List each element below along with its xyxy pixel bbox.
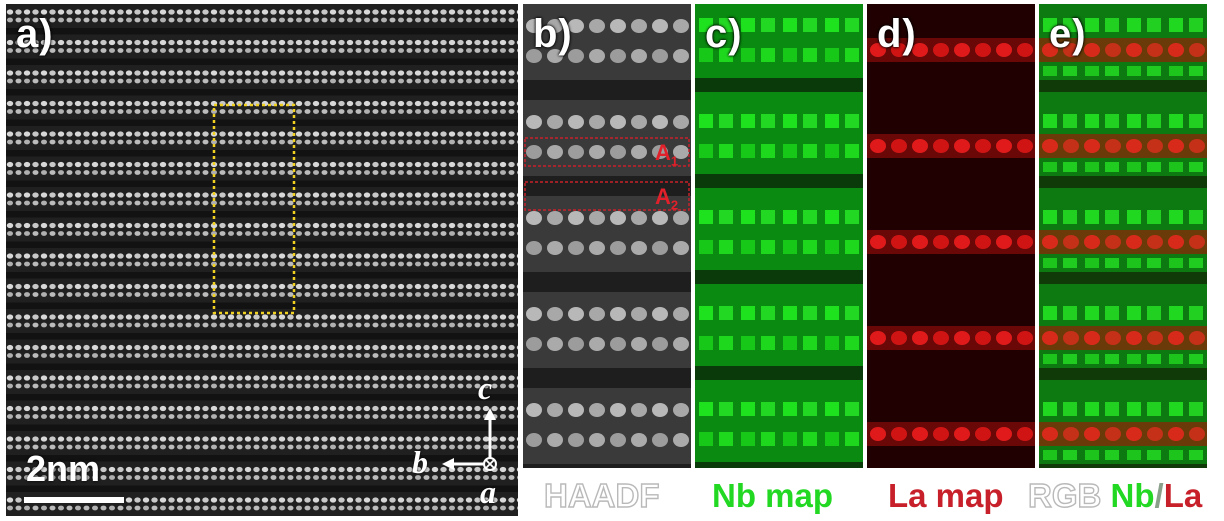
panel-b-label: b): [533, 12, 573, 56]
nb-map-image: [695, 4, 863, 468]
region-a2-label: A2: [655, 184, 679, 213]
rgb-overlay-image: [1039, 4, 1207, 468]
haadf-overview-image: [6, 4, 518, 516]
panel-a-haadf-overview: a) 2nm c b a: [6, 4, 518, 516]
axis-c-label: c: [478, 370, 493, 406]
panel-e-rgb-overlay: e): [1039, 4, 1207, 468]
region-a1-label: A1: [655, 140, 679, 169]
caption-rgb-nb-la: RGB Nb/La: [1027, 474, 1203, 518]
panel-e-label: e): [1049, 12, 1087, 56]
caption-la: La: [1163, 477, 1203, 514]
caption-nb-map: Nb map: [712, 477, 834, 514]
caption-nb: Nb: [1110, 477, 1155, 514]
caption-la-map: La map: [888, 477, 1004, 514]
haadf-crop-image: [523, 4, 691, 468]
panel-a-label: a): [16, 12, 54, 56]
panel-d-la-map: d): [867, 4, 1035, 468]
panel-c-label: c): [705, 12, 743, 56]
axis-b-label: b: [412, 444, 428, 480]
la-map-image: [867, 4, 1035, 468]
panel-b-haadf-crop: b) A1 A2: [523, 4, 691, 468]
panel-c-nb-map: c): [695, 4, 863, 468]
caption-rgb: RGB: [1027, 476, 1102, 514]
caption-haadf: HAADF: [543, 476, 660, 514]
panel-d-label: d): [877, 12, 917, 56]
axis-a-label: a: [480, 474, 496, 510]
caption-slash: /: [1154, 477, 1164, 514]
scale-bar-label: 2nm: [26, 448, 101, 489]
scale-bar: [24, 497, 124, 503]
